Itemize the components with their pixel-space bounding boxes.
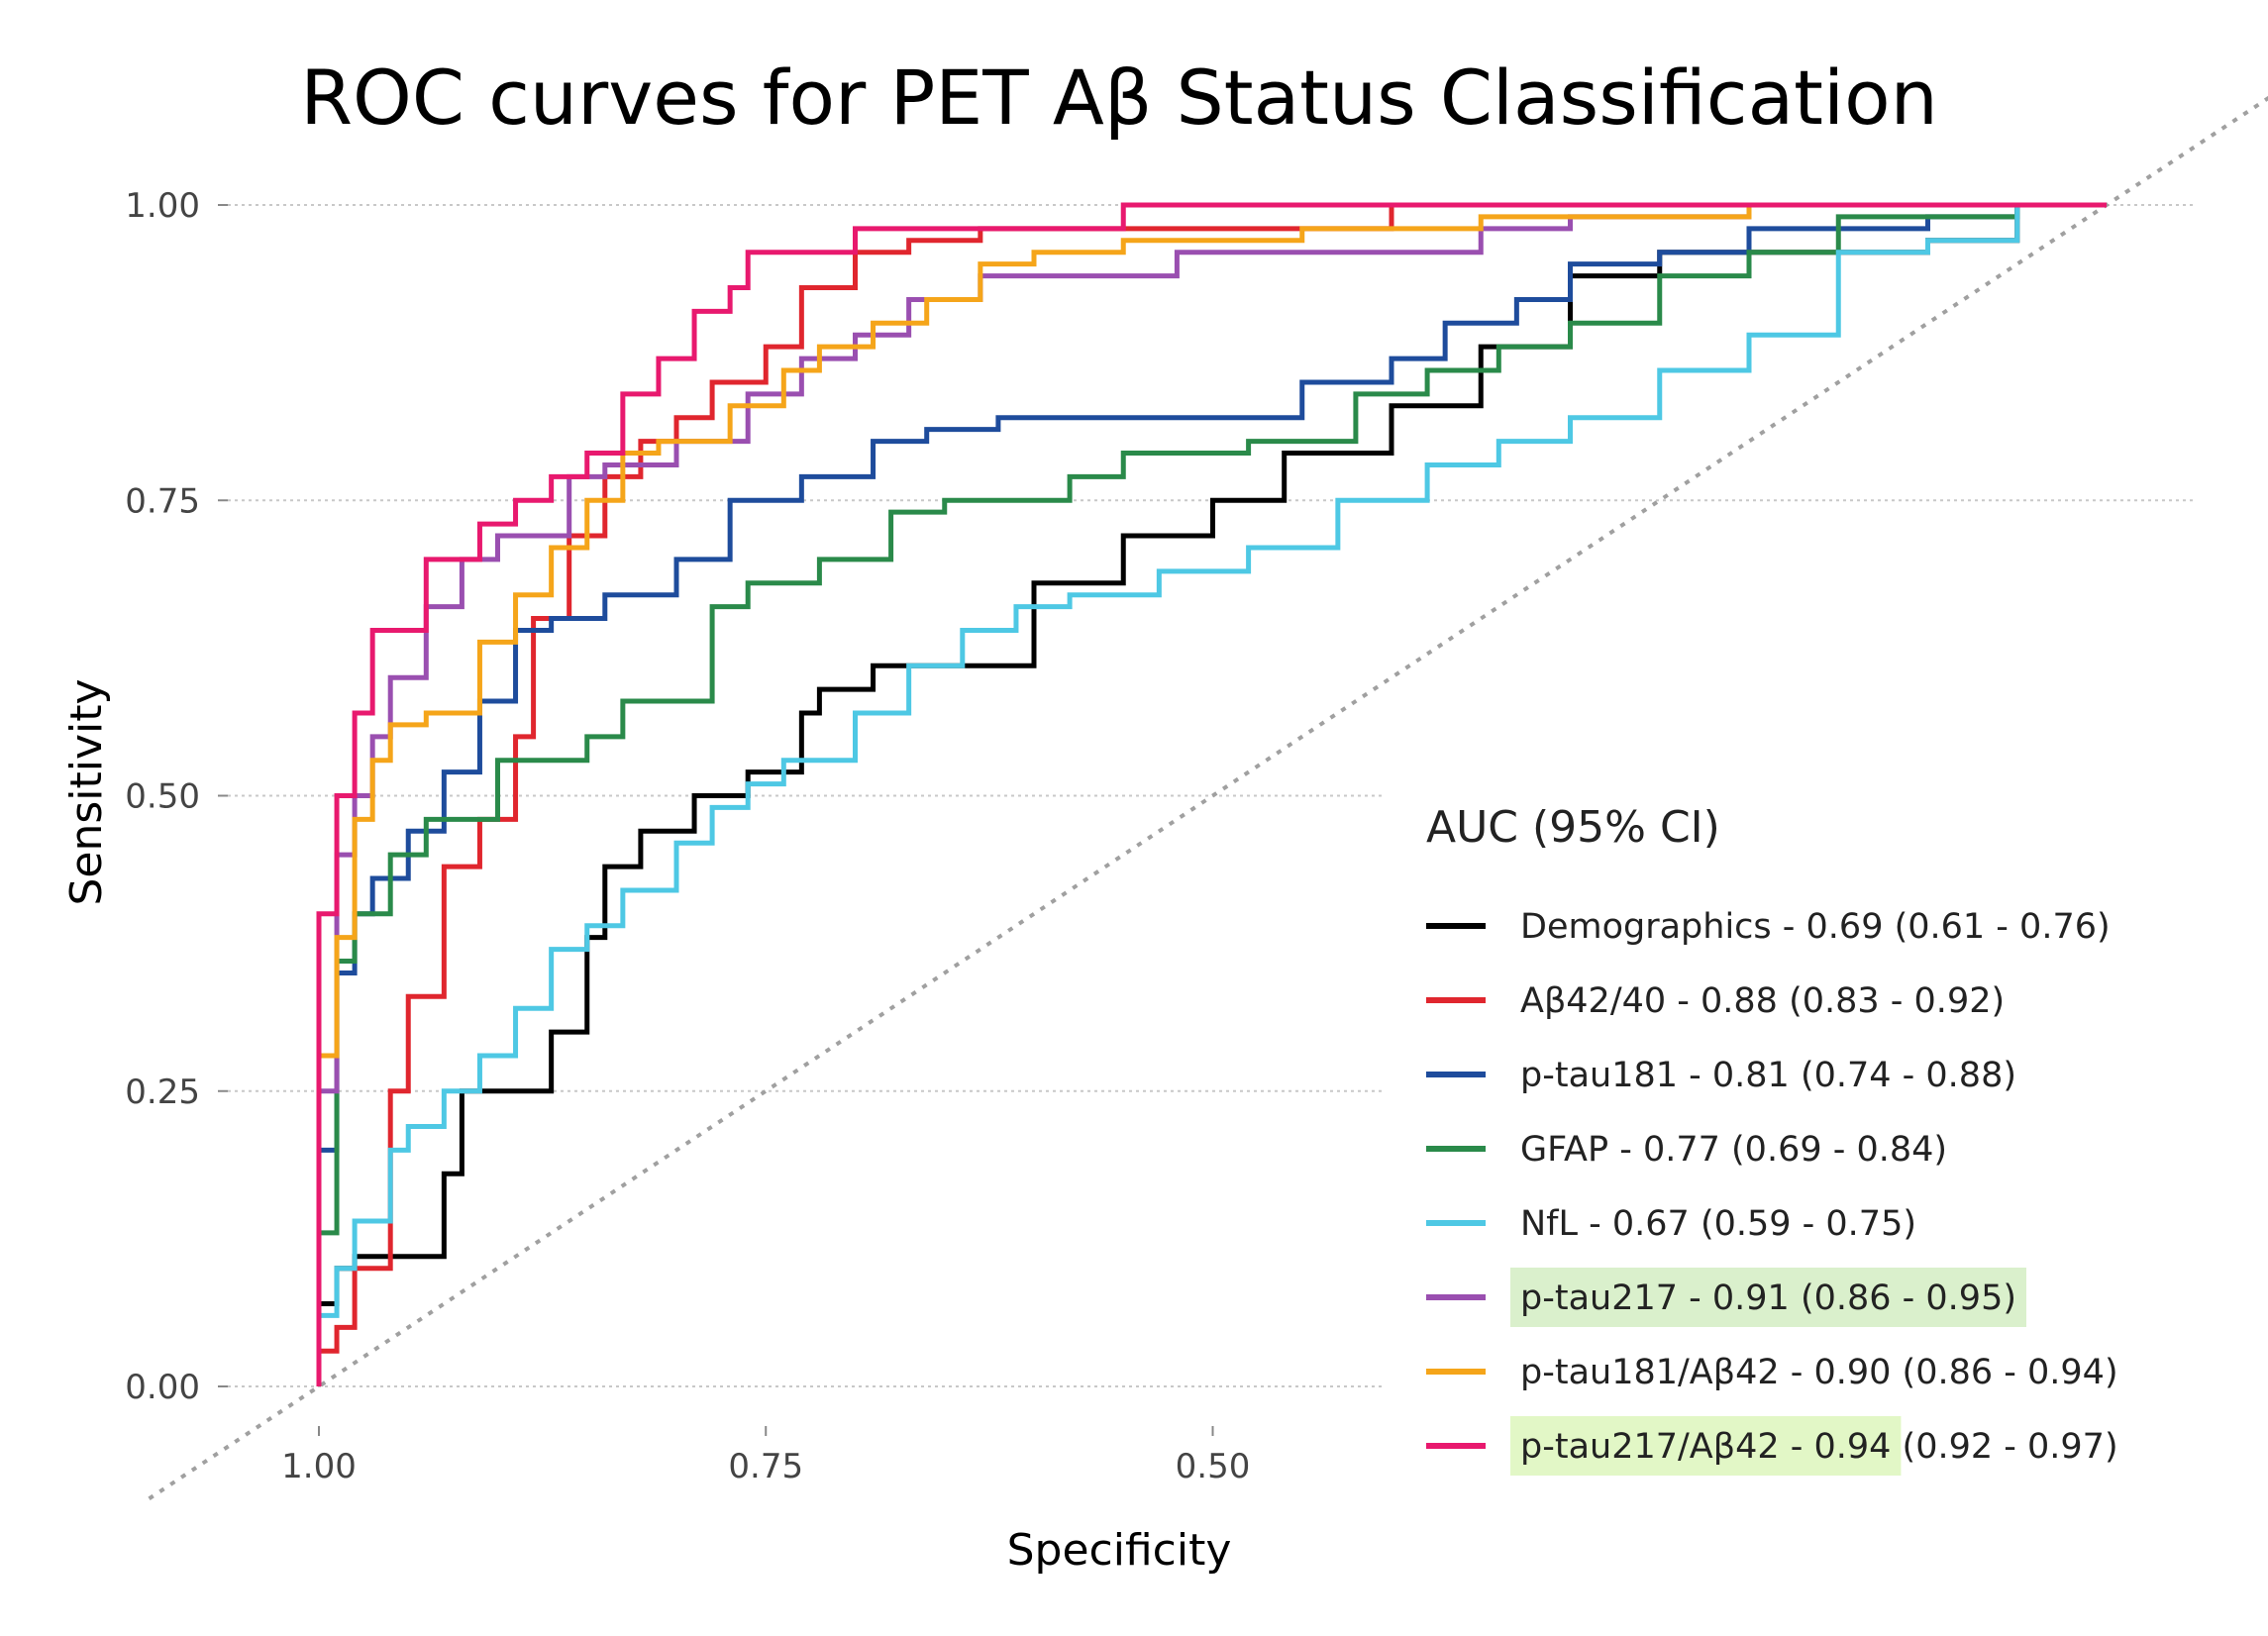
y-tick-label: 1.00 <box>125 186 200 226</box>
legend-label: GFAP - 0.77 (0.69 - 0.84) <box>1520 1130 1947 1170</box>
y-tick-label: 0.00 <box>125 1368 200 1407</box>
legend-background <box>1382 782 2243 1476</box>
legend-highlight <box>1510 1268 2026 1327</box>
x-tick-label: 0.50 <box>1176 1447 1251 1486</box>
roc-curve-nfl <box>316 202 2107 1386</box>
legend-item-demographics: Demographics - 0.69 (0.61 - 0.76) <box>1426 907 2111 947</box>
legend-item-a-42-40: Aβ42/40 - 0.88 (0.83 - 0.92) <box>1426 981 2005 1021</box>
x-axis-ticks: 1.00 0.75 0.50 <box>281 1426 1250 1486</box>
legend-item-gfap: GFAP - 0.77 (0.69 - 0.84) <box>1426 1130 1947 1170</box>
roc-curves <box>316 202 2107 1386</box>
roc-curve-p-tau217-a-42 <box>316 202 2107 1386</box>
legend-label: p-tau181 - 0.81 (0.74 - 0.88) <box>1520 1056 2016 1095</box>
y-tick-label: 0.25 <box>125 1073 200 1112</box>
y-tick-label: 0.75 <box>125 481 200 521</box>
y-axis-title: Sensitivity <box>61 678 112 905</box>
legend: AUC (95% CI) Demographics - 0.69 (0.61 -… <box>1382 782 2243 1476</box>
roc-curve-gfap <box>316 202 2107 1386</box>
roc-curve-p-tau181-a-42 <box>316 202 2107 1386</box>
legend-label: Aβ42/40 - 0.88 (0.83 - 0.92) <box>1520 981 2005 1021</box>
x-axis-title: Specificity <box>1007 1525 1232 1576</box>
legend-label: Demographics - 0.69 (0.61 - 0.76) <box>1520 907 2111 947</box>
legend-item-p-tau217: p-tau217 - 0.91 (0.86 - 0.95) <box>1426 1268 2026 1327</box>
legend-label: p-tau217 - 0.91 (0.86 - 0.95) <box>1520 1278 2016 1318</box>
y-tick-label: 0.50 <box>125 777 200 817</box>
roc-curve-a-42-40 <box>316 202 2107 1386</box>
legend-label: p-tau217/Aβ42 - 0.94 (0.92 - 0.97) <box>1520 1427 2118 1467</box>
legend-item-nfl: NfL - 0.67 (0.59 - 0.75) <box>1426 1204 1916 1244</box>
legend-items: Demographics - 0.69 (0.61 - 0.76) Aβ42/40… <box>1426 907 2118 1476</box>
legend-item-p-tau217-a-42: p-tau217/Aβ42 - 0.94 (0.92 - 0.97) <box>1426 1416 2118 1476</box>
x-tick-label: 1.00 <box>281 1447 357 1486</box>
chart-title: ROC curves for PET Aβ Status Classificat… <box>300 53 1937 142</box>
legend-item-p-tau181: p-tau181 - 0.81 (0.74 - 0.88) <box>1426 1056 2016 1095</box>
y-axis-ticks: 0.00 0.25 0.50 0.75 1.00 <box>125 186 228 1407</box>
legend-title: AUC (95% CI) <box>1426 802 1720 853</box>
x-tick-label: 0.75 <box>728 1447 803 1486</box>
legend-label: p-tau181/Aβ42 - 0.90 (0.86 - 0.94) <box>1520 1353 2118 1392</box>
legend-highlight <box>1510 1416 1902 1476</box>
legend-label: NfL - 0.67 (0.59 - 0.75) <box>1520 1204 1916 1244</box>
legend-item-p-tau181-a-42: p-tau181/Aβ42 - 0.90 (0.86 - 0.94) <box>1426 1353 2118 1392</box>
